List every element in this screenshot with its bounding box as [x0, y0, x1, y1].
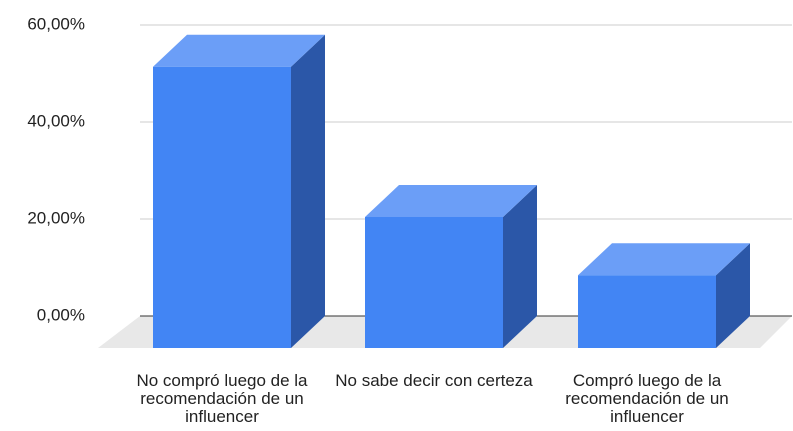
- bar-side: [716, 243, 750, 348]
- bar-side: [291, 34, 325, 348]
- bar-top: [365, 185, 537, 218]
- y-tick-label: 40,00%: [27, 111, 85, 130]
- x-tick-label: No compró luego de la recomendación de u…: [136, 371, 308, 426]
- bar-front: [153, 66, 291, 348]
- y-tick-label: 60,00%: [27, 14, 85, 33]
- bar-front: [365, 217, 503, 348]
- bar-top: [153, 34, 325, 67]
- bar: [578, 243, 750, 348]
- bar: [365, 185, 537, 348]
- bar-front: [578, 275, 716, 348]
- y-tick-label: 20,00%: [27, 208, 85, 227]
- x-tick-label: Compró luego de la recomendación de un i…: [565, 371, 729, 426]
- y-tick-label: 0,00%: [37, 305, 85, 324]
- bar: [153, 34, 325, 348]
- bar-side: [503, 185, 537, 348]
- bar-top: [578, 243, 750, 276]
- x-tick-label: No sabe decir con certeza: [335, 371, 533, 390]
